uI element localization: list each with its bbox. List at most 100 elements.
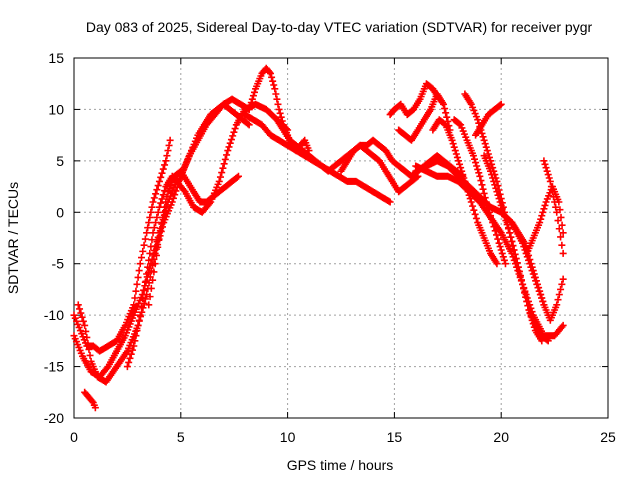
data-point [157, 199, 165, 207]
data-point [386, 198, 394, 206]
data-point [547, 183, 555, 191]
plot-area-frame [73, 57, 609, 419]
y-tick-label: 0 [56, 204, 64, 220]
data-point [154, 243, 162, 251]
data-point [489, 174, 497, 182]
data-point [233, 173, 241, 181]
data-point [555, 291, 563, 299]
data-point [218, 169, 226, 177]
data-point [84, 339, 92, 347]
data-point [519, 280, 527, 288]
data-point [554, 296, 562, 304]
data-point [538, 294, 546, 302]
data-point [442, 109, 450, 117]
data-point [553, 301, 561, 309]
data-point [149, 276, 157, 284]
data-point [469, 202, 477, 210]
data-point [524, 302, 532, 310]
data-point [472, 159, 480, 167]
data-point [245, 105, 253, 113]
data-point [488, 215, 496, 223]
data-point [540, 157, 548, 165]
data-point [479, 185, 487, 193]
data-point [137, 303, 145, 311]
data-point [490, 223, 498, 231]
data-point [532, 277, 540, 285]
data-point [85, 345, 93, 353]
data-point [150, 268, 158, 276]
series-track [74, 95, 253, 386]
data-point [559, 249, 567, 257]
data-point [91, 404, 99, 412]
data-point [152, 251, 160, 259]
data-point [134, 321, 142, 329]
data-point [77, 309, 85, 317]
data-point [465, 191, 473, 199]
data-point [150, 255, 158, 263]
data-point [502, 217, 510, 225]
data-point [161, 187, 169, 195]
data-point [136, 311, 144, 319]
data-point [225, 143, 233, 151]
data-point [541, 160, 549, 168]
series-track [480, 152, 552, 345]
data-point [511, 250, 519, 258]
data-point [148, 236, 156, 244]
data-point [135, 316, 143, 324]
data-point [131, 294, 139, 302]
data-point [520, 285, 528, 293]
data-point [224, 147, 232, 155]
data-point [173, 183, 181, 191]
data-point [557, 285, 565, 293]
y-tick-label: 15 [48, 50, 64, 66]
data-point [514, 263, 522, 271]
data-point [171, 191, 179, 199]
data-point [267, 69, 275, 77]
data-point [76, 305, 84, 313]
data-point [507, 233, 515, 241]
data-point [155, 177, 163, 185]
data-point [516, 272, 524, 280]
data-point [123, 363, 131, 371]
data-point [529, 267, 537, 275]
y-tick-label: 10 [48, 101, 64, 117]
data-point [245, 121, 253, 129]
data-point [476, 172, 484, 180]
data-point [163, 193, 171, 201]
data-point [461, 177, 469, 185]
data-point [482, 143, 490, 151]
data-point [487, 212, 495, 220]
data-point [471, 155, 478, 163]
data-point [141, 235, 149, 243]
data-point [487, 167, 495, 175]
data-point [133, 280, 141, 288]
data-point [156, 227, 164, 235]
data-point [145, 301, 153, 309]
data-point [498, 205, 506, 213]
data-point [559, 321, 567, 329]
data-point [451, 147, 459, 155]
data-point [168, 198, 176, 206]
y-tick-label: 5 [56, 153, 64, 169]
data-point [172, 187, 180, 195]
data-point [216, 173, 224, 181]
data-point [144, 224, 152, 232]
series-track [540, 157, 567, 257]
data-point [450, 143, 458, 151]
data-point [555, 225, 563, 233]
data-point [158, 223, 166, 231]
data-point [559, 275, 567, 283]
data-point [146, 249, 154, 257]
data-point [458, 167, 466, 175]
data-point [481, 194, 489, 202]
data-point [126, 354, 134, 362]
data-point [542, 164, 550, 172]
data-point [499, 208, 507, 216]
data-point [475, 169, 483, 177]
x-tick-label: 10 [280, 429, 296, 445]
data-point [453, 153, 461, 161]
data-point [155, 235, 163, 243]
data-point [223, 151, 231, 159]
data-point [479, 133, 487, 141]
data-point [526, 256, 534, 264]
